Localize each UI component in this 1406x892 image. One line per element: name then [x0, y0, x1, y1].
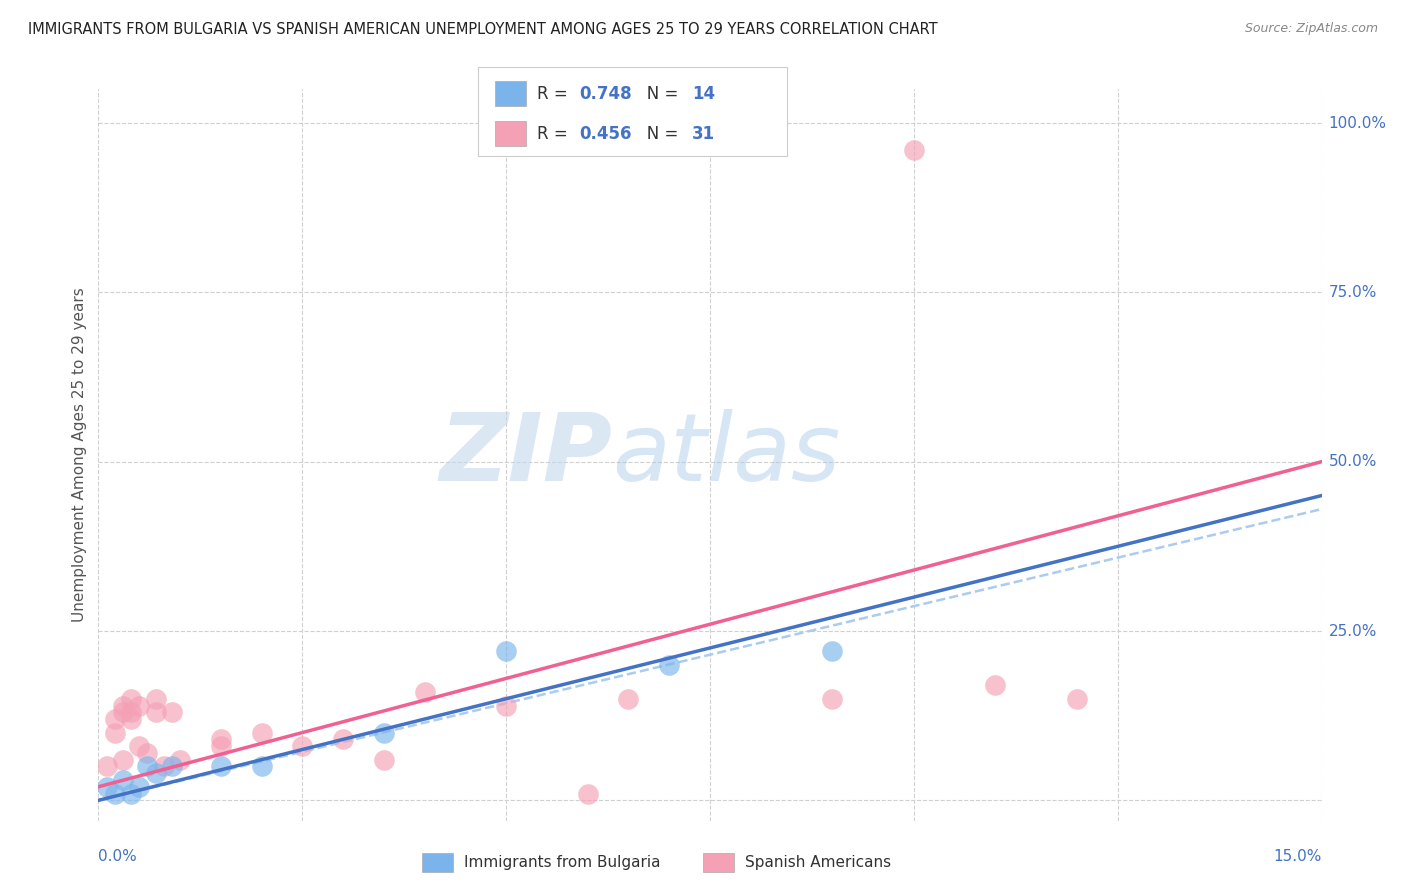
Text: 75.0%: 75.0%	[1329, 285, 1376, 300]
Point	[145, 766, 167, 780]
Point	[413, 685, 436, 699]
Point	[373, 725, 395, 739]
Text: 0.456: 0.456	[579, 125, 631, 143]
Text: Spanish Americans: Spanish Americans	[745, 855, 891, 870]
Point	[332, 732, 354, 747]
Text: ZIP: ZIP	[439, 409, 612, 501]
Text: 50.0%: 50.0%	[1329, 454, 1376, 469]
Point	[209, 739, 232, 753]
Point	[145, 706, 167, 720]
Y-axis label: Unemployment Among Ages 25 to 29 years: Unemployment Among Ages 25 to 29 years	[72, 287, 87, 623]
Point	[1066, 691, 1088, 706]
Point	[111, 772, 134, 787]
Text: 31: 31	[692, 125, 714, 143]
Point	[291, 739, 314, 753]
Point	[821, 644, 844, 658]
Point	[120, 787, 142, 801]
Point	[128, 739, 150, 753]
Text: 14: 14	[692, 85, 714, 103]
Text: Immigrants from Bulgaria: Immigrants from Bulgaria	[464, 855, 661, 870]
Text: N =: N =	[631, 125, 683, 143]
Point	[209, 732, 232, 747]
Text: 0.0%: 0.0%	[98, 849, 138, 864]
Point	[373, 753, 395, 767]
Point	[104, 787, 127, 801]
Text: 100.0%: 100.0%	[1329, 116, 1386, 130]
Text: N =: N =	[631, 85, 683, 103]
Point	[495, 698, 517, 713]
Point	[658, 657, 681, 672]
Point	[136, 746, 159, 760]
Text: R =: R =	[537, 85, 574, 103]
Text: 0.748: 0.748	[579, 85, 631, 103]
Text: Source: ZipAtlas.com: Source: ZipAtlas.com	[1244, 22, 1378, 36]
Point	[96, 759, 118, 773]
Point	[111, 706, 134, 720]
Point	[209, 759, 232, 773]
Point	[120, 706, 142, 720]
Point	[111, 698, 134, 713]
Point	[104, 712, 127, 726]
Point	[104, 725, 127, 739]
Point	[250, 759, 273, 773]
Point	[984, 678, 1007, 692]
Point	[136, 759, 159, 773]
Text: atlas: atlas	[612, 409, 841, 500]
Text: 15.0%: 15.0%	[1274, 849, 1322, 864]
Point	[903, 143, 925, 157]
Point	[160, 706, 183, 720]
Point	[96, 780, 118, 794]
Point	[617, 691, 640, 706]
Point	[169, 753, 191, 767]
Point	[250, 725, 273, 739]
Point	[160, 759, 183, 773]
Point	[120, 691, 142, 706]
Point	[128, 780, 150, 794]
Point	[128, 698, 150, 713]
Point	[821, 691, 844, 706]
Text: 25.0%: 25.0%	[1329, 624, 1376, 639]
Text: R =: R =	[537, 125, 574, 143]
Point	[152, 759, 174, 773]
Point	[495, 644, 517, 658]
Point	[120, 712, 142, 726]
Point	[576, 787, 599, 801]
Point	[145, 691, 167, 706]
Text: IMMIGRANTS FROM BULGARIA VS SPANISH AMERICAN UNEMPLOYMENT AMONG AGES 25 TO 29 YE: IMMIGRANTS FROM BULGARIA VS SPANISH AMER…	[28, 22, 938, 37]
Point	[111, 753, 134, 767]
